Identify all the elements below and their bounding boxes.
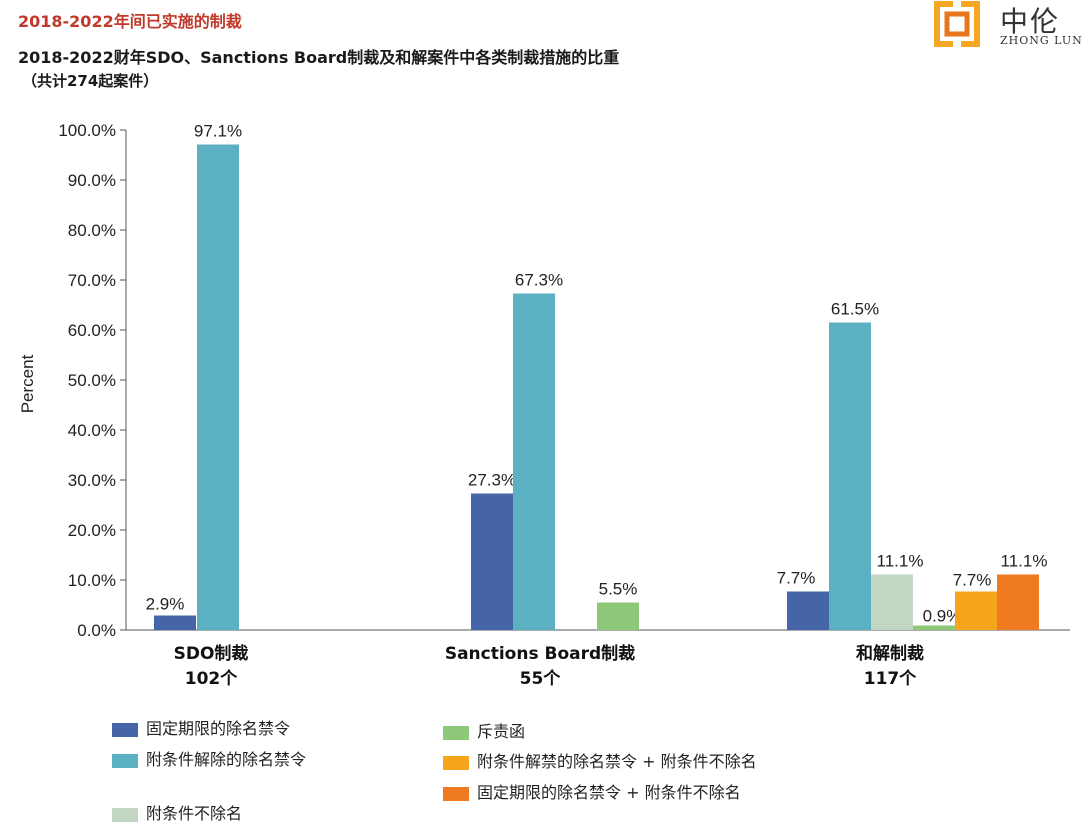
category-label: Sanctions Board制裁 <box>445 643 635 664</box>
category-label: 和解制裁 <box>856 643 924 664</box>
legend-swatch <box>443 786 469 801</box>
legend-label: 斥责函 <box>477 722 526 741</box>
data-label: 27.3% <box>468 471 516 490</box>
bar <box>513 293 555 630</box>
y-tick-label: 80.0% <box>68 221 116 240</box>
data-label: 67.3% <box>515 271 563 290</box>
y-tick-label: 90.0% <box>68 171 116 190</box>
legend-item-fixed-debarment: 固定期限的除名禁令 <box>112 715 290 739</box>
legend-label: 附条件不除名 <box>146 804 243 823</box>
category-count-label: 102个 <box>185 668 238 689</box>
y-tick-label: 40.0% <box>68 421 116 440</box>
legend-swatch <box>443 725 469 740</box>
logo-chinese-text: 中伦 <box>1000 5 1061 38</box>
bar-chart: 0.0% 10.0% 20.0% 30.0% 40.0% 50.0% 60.0% 70.0% 8… <box>18 121 1070 689</box>
zhonglun-logo-icon <box>934 1 980 47</box>
bar <box>197 144 239 630</box>
legend-item-conditional-release-plus-nondebarment: 附条件解禁的除名禁令 + 附条件不除名 <box>443 748 757 772</box>
bar <box>871 574 913 630</box>
bar <box>913 625 955 630</box>
y-axis-label: Percent <box>18 354 37 413</box>
data-label: 11.1% <box>1001 552 1048 571</box>
data-label: 61.5% <box>831 300 879 319</box>
legend-item-fixed-plus-nondebarment: 固定期限的除名禁令 + 附条件不除名 <box>443 779 741 803</box>
bar <box>597 602 639 630</box>
legend-swatch <box>443 755 469 770</box>
y-tick-label: 100.0% <box>58 121 116 140</box>
legend-label: 附条件解禁的除名禁令 + 附条件不除名 <box>477 752 757 771</box>
y-tick-label: 50.0% <box>68 371 116 390</box>
chart-title: 2018-2022财年SDO、Sanctions Board制裁及和解案件中各类… <box>18 48 620 67</box>
category-count-label: 55个 <box>520 668 562 689</box>
data-label: 97.1% <box>194 122 242 141</box>
data-label: 7.7% <box>953 571 992 590</box>
y-tick-label: 60.0% <box>68 321 116 340</box>
legend-item-conditional-debarment: 附条件解除的除名禁令 <box>112 746 306 770</box>
legend-label: 固定期限的除名禁令 + 附条件不除名 <box>477 783 741 802</box>
legend-item-conditional-nondebarment: 附条件不除名 <box>112 800 242 824</box>
data-label: 7.7% <box>777 569 816 588</box>
bar <box>955 591 997 630</box>
legend-label: 固定期限的除名禁令 <box>146 719 291 738</box>
logo-english-text: ZHONG LUN <box>1000 34 1083 47</box>
y-tick-label: 30.0% <box>68 471 116 490</box>
legend-swatch <box>112 753 138 768</box>
category-label: SDO制裁 <box>174 643 249 664</box>
data-label: 0.9% <box>923 607 962 626</box>
y-tick-label: 10.0% <box>68 571 116 590</box>
legend-label: 附条件解除的除名禁令 <box>146 750 307 769</box>
legend-swatch <box>112 722 138 737</box>
bar <box>787 591 829 630</box>
bar <box>829 322 871 630</box>
data-label: 11.1% <box>877 552 924 571</box>
y-tick-label: 70.0% <box>68 271 116 290</box>
bar <box>154 615 196 630</box>
category-count-label: 117个 <box>864 668 917 689</box>
legend-item-reprimand: 斥责函 <box>443 718 525 742</box>
bar <box>471 493 513 630</box>
y-tick-label: 20.0% <box>68 521 116 540</box>
legend-swatch <box>112 807 138 822</box>
chart-subtitle: （共计274起案件） <box>22 72 159 90</box>
y-tick-label: 0.0% <box>77 621 116 640</box>
data-label: 2.9% <box>146 595 185 614</box>
bar <box>997 574 1039 630</box>
data-label: 5.5% <box>599 580 638 599</box>
section-label: 2018-2022年间已实施的制裁 <box>18 12 242 31</box>
